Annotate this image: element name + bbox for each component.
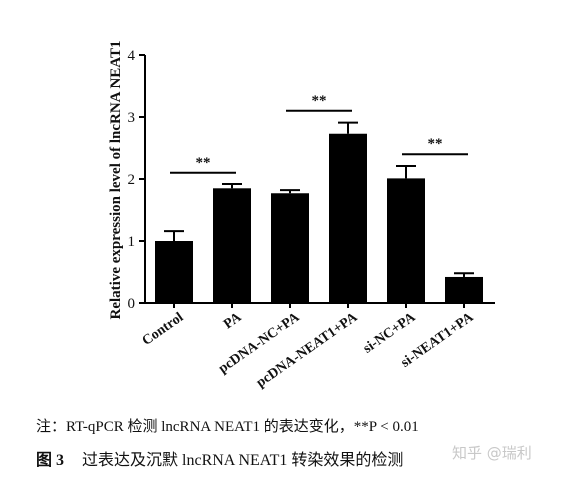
- bar-si-neat1-pa: [445, 276, 483, 303]
- figure-number: 图 3: [36, 452, 65, 469]
- y-tick-label: 3: [128, 110, 136, 126]
- y-axis-label: Relative expression level of lncRNA NEAT…: [108, 40, 124, 319]
- significance-label: **: [428, 136, 443, 152]
- significance-label: **: [312, 93, 327, 109]
- bar-si-nc-pa: [387, 178, 425, 303]
- x-tick-label: pcDNA-NEAT1+PA: [254, 309, 361, 390]
- x-tick-label: PA: [221, 309, 245, 332]
- bar-pcdna-nc-pa: [271, 193, 309, 303]
- figure-title: 过表达及沉默 lncRNA NEAT1 转染效果的检测: [82, 452, 404, 469]
- watermark: 知乎 @瑞利: [452, 444, 532, 462]
- bar-pa: [213, 188, 251, 303]
- y-tick-label: 2: [128, 172, 136, 188]
- y-tick-label: 4: [128, 48, 136, 64]
- significance-label: **: [196, 155, 211, 171]
- y-tick-label: 1: [128, 234, 136, 250]
- figure-note: 注：RT-qPCR 检测 lncRNA NEAT1 的表达变化，**P < 0.…: [36, 419, 419, 435]
- bar-control: [155, 241, 193, 303]
- y-tick-label: 0: [128, 296, 136, 312]
- bar-pcdna-neat1-pa: [329, 133, 367, 303]
- x-tick-label: Control: [140, 310, 187, 349]
- figure-caption: 图 3 过表达及沉默 lncRNA NEAT1 转染效果的检测: [36, 446, 403, 470]
- bar-chart: Relative expression level of lncRNA NEAT…: [108, 40, 495, 391]
